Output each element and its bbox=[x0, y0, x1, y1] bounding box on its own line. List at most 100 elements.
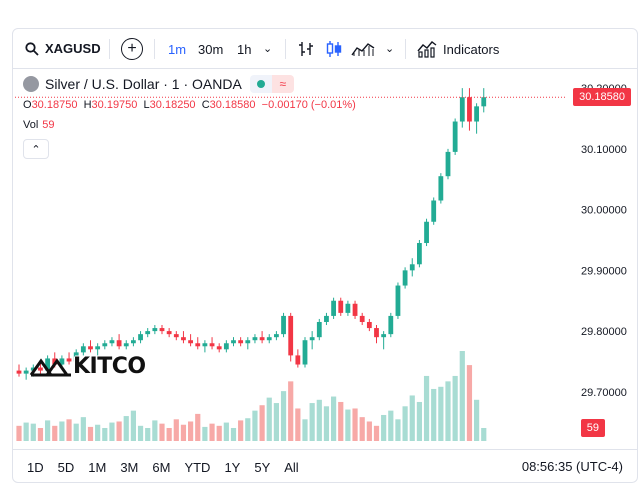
candle-body bbox=[188, 340, 193, 344]
chart-widget: XAGUSD + 1m 30m 1h ⌄ bbox=[12, 28, 638, 483]
change-value: −0.00170 (−0.01%) bbox=[261, 99, 356, 111]
search-icon bbox=[25, 41, 39, 56]
volume-bar bbox=[245, 418, 251, 441]
volume-bar bbox=[481, 427, 487, 441]
candle-body bbox=[266, 337, 272, 341]
price-chart[interactable]: 30.2000030.1000030.0000029.9000029.80000… bbox=[13, 69, 637, 449]
volume-bar bbox=[238, 420, 244, 441]
volume-bar bbox=[416, 401, 422, 441]
candle-body bbox=[181, 337, 186, 341]
legend-title-row: Silver / U.S. Dollar · 1 · OANDA ≈ bbox=[23, 75, 294, 93]
volume-bar bbox=[166, 427, 172, 441]
indicators-button[interactable]: Indicators bbox=[417, 35, 499, 63]
area-chart-type-icon[interactable] bbox=[351, 35, 375, 63]
volume-bar bbox=[459, 351, 465, 441]
volume-bar bbox=[102, 427, 108, 441]
candle-body bbox=[302, 340, 308, 365]
chart-type-dropdown-chevron-icon[interactable]: ⌄ bbox=[385, 43, 395, 55]
volume-bar bbox=[37, 427, 44, 441]
clock-timezone[interactable]: 08:56:35 (UTC-4) bbox=[521, 459, 623, 474]
volume-bar bbox=[16, 425, 22, 441]
candle-body bbox=[16, 370, 22, 374]
candle-body bbox=[138, 334, 143, 341]
volume-bar bbox=[209, 423, 215, 441]
compare-symbol-button[interactable]: + bbox=[121, 38, 143, 60]
interval-dropdown-chevron-icon[interactable]: ⌄ bbox=[263, 43, 273, 55]
candle-body bbox=[274, 334, 279, 338]
volume-bar bbox=[373, 425, 380, 441]
candle-body bbox=[238, 340, 244, 344]
candle-body bbox=[259, 337, 265, 341]
legend-collapse-button[interactable]: ⌃ bbox=[23, 139, 49, 159]
volume-bar bbox=[109, 422, 115, 441]
volume-bar bbox=[116, 421, 122, 441]
candle-body bbox=[102, 343, 108, 347]
volume-bar bbox=[59, 421, 65, 441]
top-toolbar: XAGUSD + 1m 30m 1h ⌄ bbox=[13, 29, 637, 69]
volume-bar bbox=[409, 395, 415, 441]
volume-bar bbox=[338, 401, 344, 441]
candle-body bbox=[467, 97, 472, 122]
symbol-search-button[interactable]: XAGUSD bbox=[25, 35, 101, 63]
range-5y-button[interactable]: 5Y bbox=[254, 459, 271, 475]
range-ytd-button[interactable]: YTD bbox=[184, 459, 211, 475]
candle-body bbox=[88, 346, 93, 350]
candle-body bbox=[388, 315, 394, 335]
candle-body bbox=[73, 352, 79, 362]
volume-bar bbox=[395, 419, 401, 441]
candle-body bbox=[195, 343, 201, 347]
candle-body bbox=[23, 370, 29, 374]
volume-bar bbox=[466, 365, 473, 441]
candle-body bbox=[38, 367, 43, 371]
indicators-label: Indicators bbox=[443, 41, 500, 57]
candle-body bbox=[145, 331, 151, 335]
volume-bar bbox=[230, 427, 237, 441]
volume-bar bbox=[30, 423, 36, 441]
candle-body bbox=[159, 328, 165, 332]
candle-body bbox=[459, 97, 465, 122]
delayed-data-icon: ≈ bbox=[271, 75, 294, 93]
candle-body bbox=[316, 321, 322, 338]
range-5d-button[interactable]: 5D bbox=[57, 459, 75, 475]
candle-body bbox=[288, 315, 294, 356]
market-status-pill[interactable]: ≈ bbox=[249, 75, 294, 93]
candle-body bbox=[231, 340, 236, 344]
interval-1m-button[interactable]: 1m bbox=[168, 41, 187, 57]
volume-bar bbox=[381, 414, 387, 441]
range-6m-button[interactable]: 6M bbox=[152, 459, 171, 475]
candle-body bbox=[223, 343, 229, 350]
close-value: 30.18580 bbox=[209, 99, 256, 111]
volume-bar bbox=[180, 424, 187, 441]
candles-chart-type-icon[interactable] bbox=[325, 35, 343, 63]
volume-bar bbox=[95, 424, 101, 441]
volume-bar bbox=[438, 386, 444, 441]
interval-1h-button[interactable]: 1h bbox=[237, 41, 252, 57]
volume-bar bbox=[130, 410, 136, 441]
interval-30m-button[interactable]: 30m bbox=[198, 41, 224, 57]
candle-body bbox=[281, 315, 286, 335]
candle-body bbox=[152, 328, 158, 332]
price-axis-tick-label: 29.70000 bbox=[581, 387, 627, 399]
bar-chart-type-icon[interactable] bbox=[297, 35, 315, 63]
volume-bar bbox=[352, 408, 358, 441]
range-1m-button[interactable]: 1M bbox=[88, 459, 107, 475]
volume-bar bbox=[45, 420, 51, 441]
range-all-button[interactable]: All bbox=[284, 459, 299, 475]
candle-body bbox=[131, 340, 136, 344]
volume-bar bbox=[173, 419, 179, 441]
bottom-toolbar: 1D 5D 1M 3M 6M YTD 1Y 5Y All 08:56:35 (U… bbox=[13, 449, 637, 482]
ohlc-values: O30.18750 H30.19750 L30.18250 C30.18580 … bbox=[23, 99, 356, 111]
high-label: H bbox=[83, 99, 92, 111]
volume-bar bbox=[123, 416, 129, 441]
candle-body bbox=[431, 200, 437, 222]
toolbar-divider bbox=[285, 39, 286, 59]
volume-bar bbox=[402, 406, 408, 441]
low-value: 30.18250 bbox=[149, 99, 196, 111]
toolbar-divider bbox=[405, 39, 406, 59]
price-axis-tick-label: 30.10000 bbox=[581, 144, 627, 156]
candle-body bbox=[345, 303, 351, 313]
range-3m-button[interactable]: 3M bbox=[120, 459, 139, 475]
open-value: 30.18750 bbox=[31, 99, 78, 111]
range-1d-button[interactable]: 1D bbox=[27, 459, 44, 475]
range-1y-button[interactable]: 1Y bbox=[224, 459, 241, 475]
